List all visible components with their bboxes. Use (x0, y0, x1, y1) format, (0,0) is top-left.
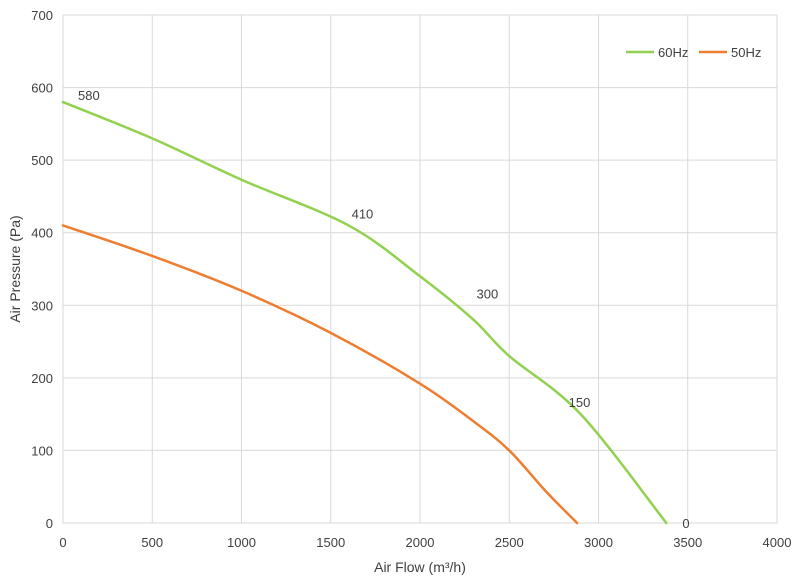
series-line-60hz (61, 100, 668, 525)
y-tick-label: 400 (31, 226, 53, 241)
x-axis-title: Air Flow (m³/h) (374, 559, 466, 575)
point-labels: 580 410 300 150 0 (78, 88, 690, 531)
y-tick-label: 700 (31, 8, 53, 23)
y-tick-labels: 0 100 200 300 400 500 600 700 (31, 8, 53, 531)
legend-label-50hz: 50Hz (731, 45, 761, 60)
series-lines (61, 100, 668, 525)
y-tick-label: 0 (46, 516, 53, 531)
x-tick-label: 3500 (673, 535, 702, 550)
point-label: 150 (569, 395, 591, 410)
y-tick-label: 600 (31, 81, 53, 96)
point-label: 300 (477, 286, 499, 301)
series-line-50hz (61, 224, 579, 525)
y-tick-label: 200 (31, 371, 53, 386)
y-tick-label: 500 (31, 153, 53, 168)
x-tick-label: 3000 (584, 535, 613, 550)
legend: 60Hz 50Hz (626, 45, 761, 60)
y-tick-label: 300 (31, 298, 53, 313)
x-tick-labels: 0 500 1000 1500 2000 2500 3000 3500 4000 (59, 535, 791, 550)
x-tick-label: 4000 (763, 535, 792, 550)
point-label: 0 (682, 516, 689, 531)
x-tick-label: 500 (141, 535, 163, 550)
x-tick-label: 2000 (406, 535, 435, 550)
x-tick-label: 2500 (495, 535, 524, 550)
y-tick-label: 100 (31, 443, 53, 458)
legend-label-60hz: 60Hz (658, 45, 688, 60)
y-axis-title: Air Pressure (Pa) (7, 215, 23, 322)
point-label: 580 (78, 88, 100, 103)
grid-lines (62, 14, 778, 524)
x-tick-label: 0 (59, 535, 66, 550)
x-tick-label: 1500 (316, 535, 345, 550)
x-tick-label: 1000 (227, 535, 256, 550)
point-label: 410 (352, 206, 374, 221)
